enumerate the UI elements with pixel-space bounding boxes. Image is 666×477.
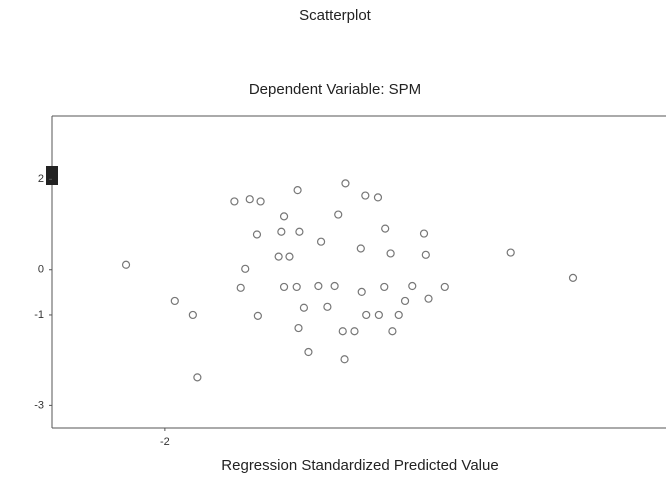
- point: [256, 197, 265, 206]
- point: [279, 282, 289, 292]
- point: [293, 186, 302, 195]
- point: [361, 191, 370, 200]
- point: [568, 273, 578, 282]
- point: [400, 296, 410, 306]
- point: [330, 281, 339, 291]
- point: [253, 311, 262, 320]
- x-axis-label: Regression Standardized Predicted Value: [221, 457, 498, 474]
- point: [299, 303, 309, 312]
- point: [295, 227, 304, 236]
- point: [193, 373, 202, 382]
- point: [316, 237, 326, 246]
- point: [292, 282, 301, 292]
- point: [334, 210, 343, 219]
- point: [245, 195, 254, 204]
- point: [279, 212, 289, 221]
- point: [241, 264, 250, 273]
- point: [338, 327, 347, 336]
- y-tick-label: 2: [38, 173, 44, 185]
- point: [277, 227, 286, 236]
- point: [408, 281, 417, 291]
- scan-mark: [46, 166, 58, 185]
- chart-title: Scatterplot: [299, 7, 372, 24]
- point: [188, 310, 197, 320]
- point: [323, 302, 332, 311]
- point: [274, 252, 283, 261]
- point: [421, 250, 430, 259]
- point: [506, 248, 515, 257]
- point: [380, 282, 389, 292]
- point: [285, 252, 294, 261]
- point: [314, 281, 323, 291]
- point: [381, 224, 390, 233]
- chart-subtitle: Dependent Variable: SPM: [249, 81, 421, 98]
- point: [230, 197, 239, 206]
- y-tick-label: -3: [34, 399, 44, 411]
- point: [304, 347, 313, 357]
- point: [419, 229, 429, 238]
- point: [357, 287, 366, 296]
- y-tick-label: 0: [38, 264, 44, 276]
- point: [350, 327, 359, 336]
- point: [388, 327, 397, 336]
- point: [440, 282, 449, 292]
- point: [374, 310, 383, 320]
- point: [121, 260, 131, 269]
- point: [170, 296, 179, 306]
- point: [356, 244, 365, 253]
- point: [362, 310, 371, 320]
- point: [373, 193, 383, 202]
- point: [341, 179, 350, 188]
- point: [252, 230, 262, 239]
- x-tick-label: -2: [160, 436, 170, 448]
- point: [424, 294, 433, 303]
- point: [386, 249, 395, 258]
- point: [394, 310, 403, 320]
- y-tick-label: -1: [34, 309, 44, 321]
- point: [340, 355, 349, 364]
- point: [236, 283, 245, 292]
- point: [294, 323, 303, 333]
